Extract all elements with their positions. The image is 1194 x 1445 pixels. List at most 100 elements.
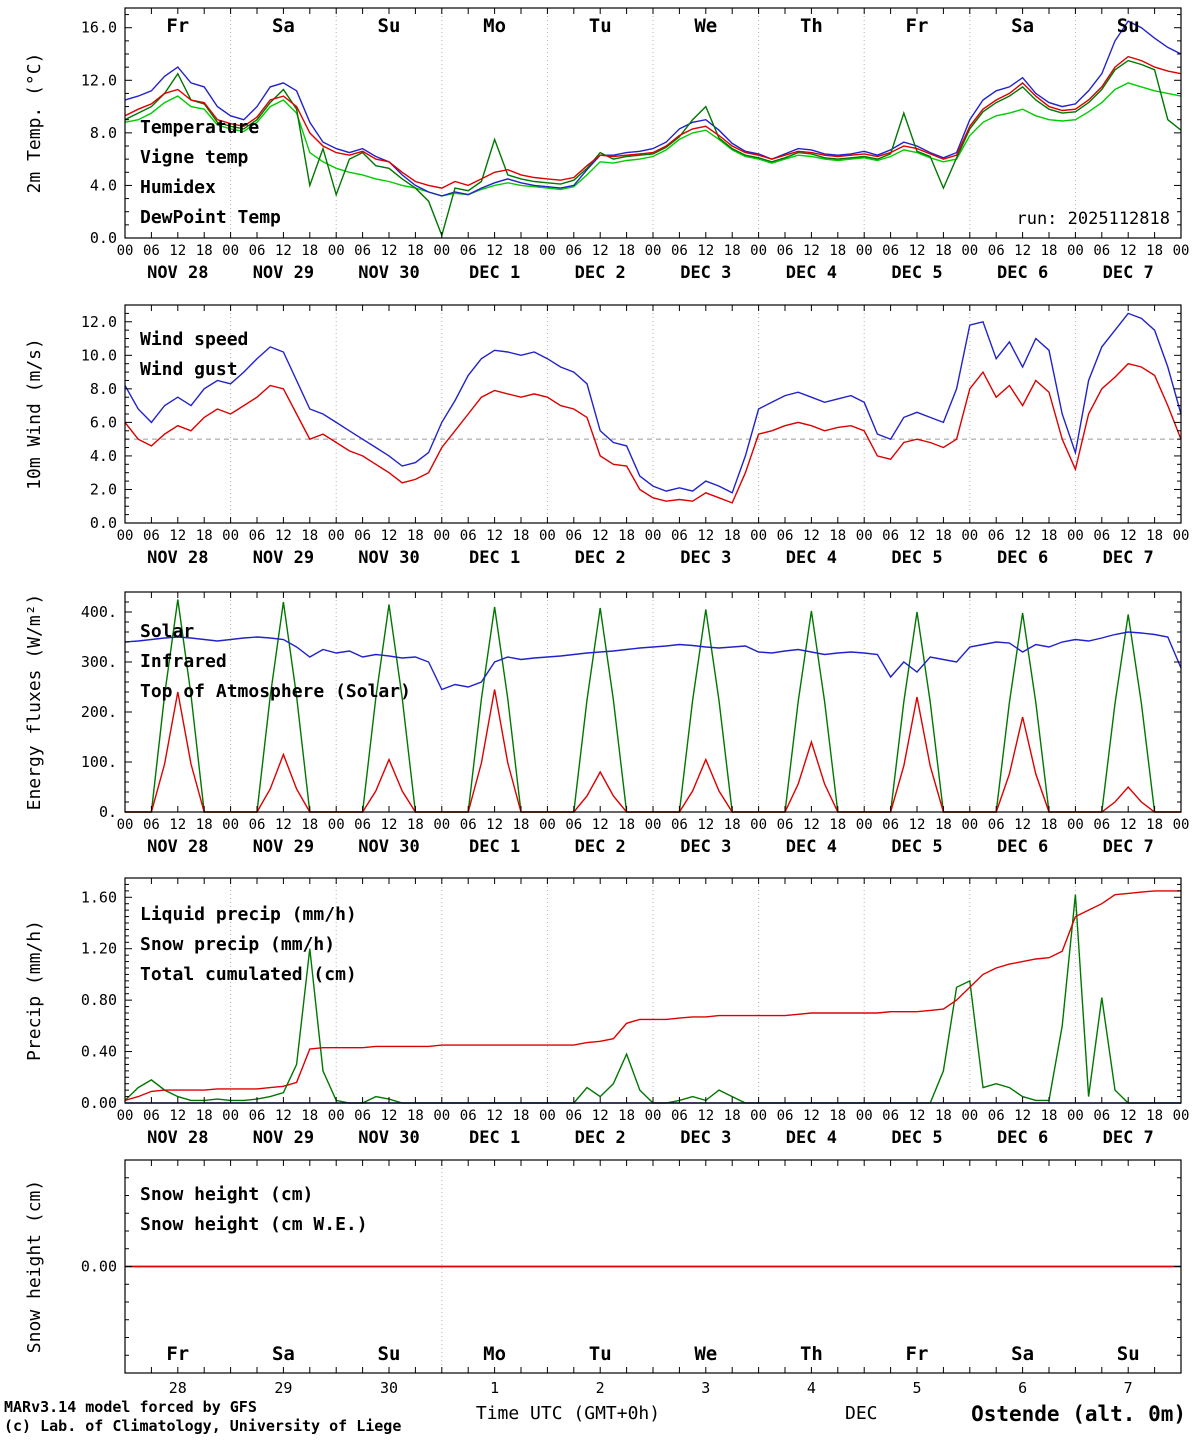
x-tick-label: 18 bbox=[513, 817, 530, 833]
x-tick-label: 18 bbox=[1146, 528, 1163, 544]
y-tick-label: 400. bbox=[81, 603, 117, 621]
series-lines bbox=[124, 20, 1182, 238]
x-tick-label: 06 bbox=[354, 1108, 371, 1124]
date-label: DEC 6 bbox=[997, 1128, 1048, 1148]
legend-top-of-atmosphere-solar-: Top of Atmosphere (Solar) bbox=[140, 681, 411, 702]
x-tick-label: 12 bbox=[803, 1108, 820, 1124]
y-tick-label: 100. bbox=[81, 753, 117, 771]
date-label: NOV 28 bbox=[147, 548, 208, 568]
x-tick-label: 06 bbox=[143, 528, 160, 544]
x-tick-label: 12 bbox=[169, 1108, 186, 1124]
x-tick-label: 00 bbox=[117, 1108, 134, 1124]
panel-4: 0.00 Snow height (cm) Snow height (cm) Snow… bbox=[24, 1159, 1182, 1397]
x-tick-label: 12 bbox=[275, 1108, 292, 1124]
x-tick-label: 06 bbox=[249, 243, 266, 259]
x-tick-label: 18 bbox=[935, 243, 952, 259]
date-label: DEC 1 bbox=[469, 1128, 520, 1148]
x-tick-label: 00 bbox=[433, 243, 450, 259]
x-tick-label: 12 bbox=[381, 243, 398, 259]
x-tick-label: 06 bbox=[671, 817, 688, 833]
x-tick-label: 00 bbox=[117, 817, 134, 833]
x-tick-label: 12 bbox=[803, 528, 820, 544]
axis bbox=[124, 877, 1182, 1104]
x-tick-label: 00 bbox=[328, 243, 345, 259]
x-tick-label: 12 bbox=[169, 528, 186, 544]
x-tick-label: 00 bbox=[539, 243, 556, 259]
x-tick-label: 06 bbox=[1093, 528, 1110, 544]
y-tick-label: 10.0 bbox=[81, 346, 117, 364]
y-tick-label: 0.0 bbox=[90, 514, 117, 532]
x-tick-label: 18 bbox=[407, 1108, 424, 1124]
x-tick-label: 18 bbox=[407, 243, 424, 259]
x-tick-label: 00 bbox=[117, 528, 134, 544]
date-label: DEC 2 bbox=[575, 837, 626, 857]
x-tick-label: 12 bbox=[1014, 528, 1031, 544]
day-of-week-label: Th bbox=[800, 1343, 823, 1365]
x-tick-label: 00 bbox=[645, 1108, 662, 1124]
legend-snow-precip-mm-h-: Snow precip (mm/h) bbox=[140, 934, 335, 955]
x-tick-label: 18 bbox=[618, 1108, 635, 1124]
x-tick-label: 06 bbox=[143, 817, 160, 833]
date-label: DEC 2 bbox=[575, 548, 626, 568]
panel-3: 0.00 0.40 0.80 1.20 1.60 Precip (mm/h) Liquid … bbox=[24, 877, 1189, 1148]
x-tick-label: 12 bbox=[592, 243, 609, 259]
series-infrared bbox=[124, 631, 1182, 691]
x-tick-label: 06 bbox=[249, 1108, 266, 1124]
x-tick-label: 06 bbox=[1093, 1108, 1110, 1124]
y-tick-label: 16.0 bbox=[81, 19, 117, 37]
date-label: DEC 4 bbox=[786, 1128, 837, 1148]
x-tick-label: 12 bbox=[1120, 1108, 1137, 1124]
x-tick-label: 18 bbox=[1041, 817, 1058, 833]
x-tick-label: 12 bbox=[275, 817, 292, 833]
day-of-week-label: Sa bbox=[1011, 1343, 1034, 1365]
legend-wind-speed: Wind speed bbox=[140, 329, 248, 350]
y-tick-label: 6.0 bbox=[90, 413, 117, 431]
x-tick-label: 06 bbox=[988, 528, 1005, 544]
x-tick-label: 18 bbox=[1041, 243, 1058, 259]
panel-0: 0.0 4.0 8.0 12.0 16.0 2m Temp. (°C) Temperatur… bbox=[24, 7, 1189, 283]
date-label: NOV 30 bbox=[358, 263, 419, 283]
date-label: DEC 6 bbox=[997, 548, 1048, 568]
x-tick-label: 00 bbox=[750, 243, 767, 259]
date-label: DEC 5 bbox=[891, 1128, 942, 1148]
footer: MARv3.14 model forced by GFS(c) Lab. of … bbox=[4, 1398, 1186, 1435]
series-humidex bbox=[124, 20, 1182, 197]
series-wind-speed bbox=[124, 362, 1182, 504]
x-tick-label: 12 bbox=[486, 817, 503, 833]
x-tick-label: 00 bbox=[856, 528, 873, 544]
labels: 0. 100. 200. 300. 400. Energy fluxes (W/m²) So… bbox=[24, 594, 1189, 857]
y-axis-title: Energy fluxes (W/m²) bbox=[24, 594, 45, 811]
x-tick-label: 00 bbox=[328, 528, 345, 544]
x-tick-label: 12 bbox=[381, 528, 398, 544]
x-tick-label: 12 bbox=[275, 243, 292, 259]
day-number-label: 2 bbox=[596, 1379, 605, 1397]
date-label: DEC 1 bbox=[469, 263, 520, 283]
x-tick-label: 18 bbox=[301, 817, 318, 833]
day-of-week-label: Mo bbox=[483, 1343, 506, 1365]
labels: 0.0 4.0 8.0 12.0 16.0 2m Temp. (°C) Temperatur… bbox=[24, 15, 1189, 283]
x-tick-label: 12 bbox=[592, 817, 609, 833]
x-tick-label: 12 bbox=[1014, 243, 1031, 259]
x-tick-label: 06 bbox=[460, 243, 477, 259]
day-number-label: 28 bbox=[169, 1379, 187, 1397]
x-tick-label: 00 bbox=[750, 528, 767, 544]
x-tick-label: 06 bbox=[882, 817, 899, 833]
x-tick-label: 18 bbox=[513, 1108, 530, 1124]
x-tick-label: 12 bbox=[486, 243, 503, 259]
x-tick-label: 06 bbox=[777, 243, 794, 259]
series-lines bbox=[124, 312, 1182, 504]
x-tick-label: 00 bbox=[1067, 243, 1084, 259]
series-vigne-temp bbox=[124, 59, 1182, 238]
date-label: DEC 7 bbox=[1103, 837, 1154, 857]
footer-month-label: DEC bbox=[845, 1403, 878, 1424]
x-tick-label: 00 bbox=[222, 528, 239, 544]
series-wind-gust bbox=[124, 312, 1182, 494]
x-tick-label: 18 bbox=[196, 528, 213, 544]
x-tick-label: 00 bbox=[1067, 1108, 1084, 1124]
y-tick-label: 12.0 bbox=[81, 313, 117, 331]
date-label: DEC 4 bbox=[786, 837, 837, 857]
date-label: DEC 3 bbox=[680, 263, 731, 283]
day-of-week-label: Fr bbox=[906, 15, 929, 37]
date-label: NOV 28 bbox=[147, 263, 208, 283]
